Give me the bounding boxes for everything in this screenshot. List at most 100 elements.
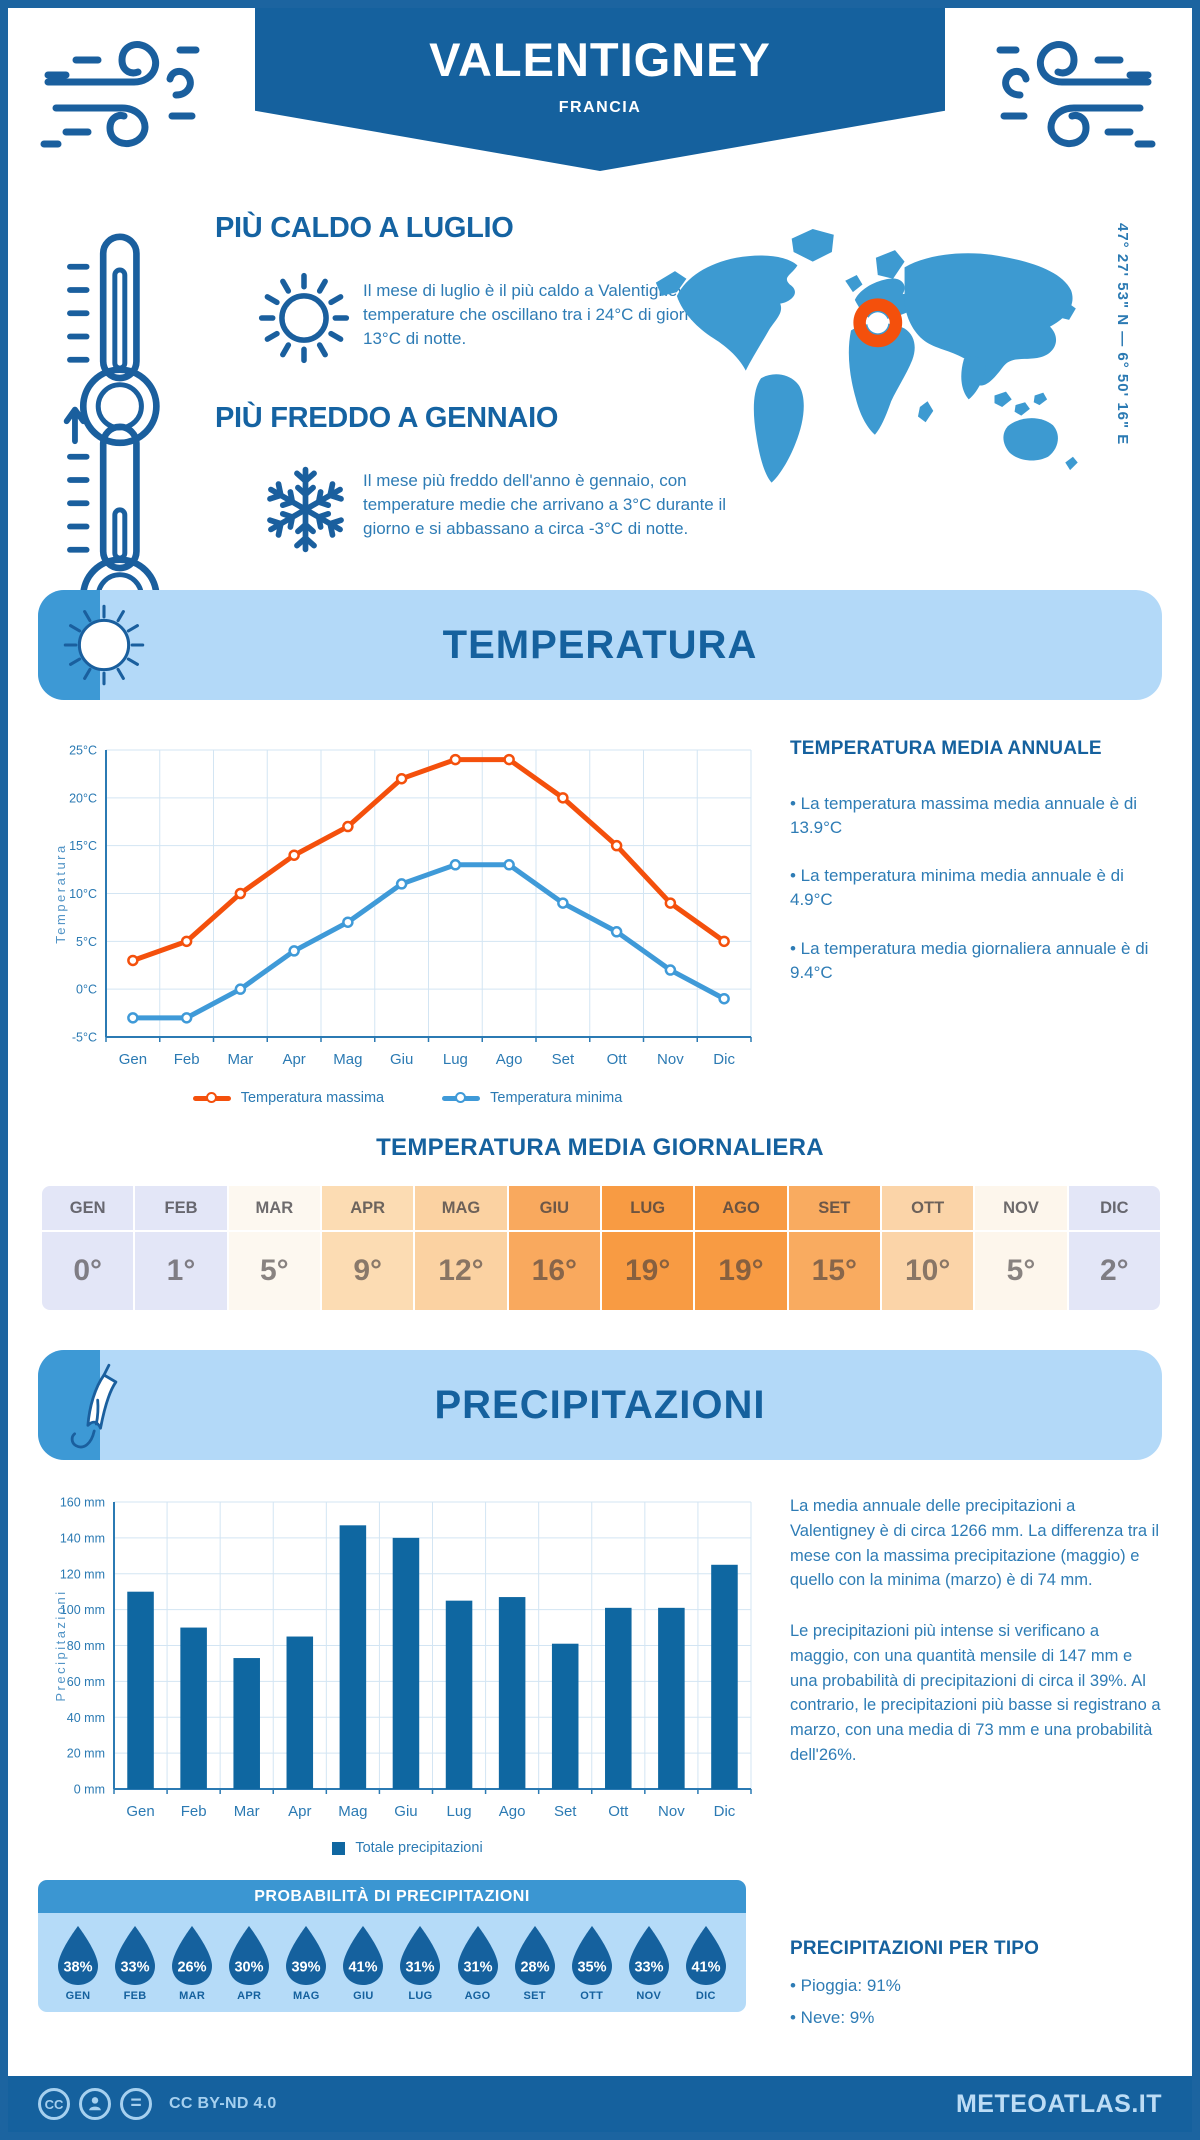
- table-value-cell: 5°: [228, 1232, 320, 1310]
- svg-text:33%: 33%: [634, 1960, 663, 1976]
- probability-droplet: 38% GEN: [52, 1925, 104, 2002]
- svg-text:Mar: Mar: [234, 1803, 260, 1820]
- page-title: VALENTIGNEY: [429, 33, 771, 86]
- precipitation-summary-2: Le precipitazioni più intense si verific…: [790, 1622, 1161, 1764]
- droplet-icon: 38%: [58, 1926, 98, 1985]
- precipitation-chart: 0 mm 20 mm 40 mm 60 mm 80 mm 100 mm 120 mm 140 …: [50, 1490, 765, 1835]
- probability-droplet: 33% FEB: [109, 1925, 161, 2002]
- svg-text:Mag: Mag: [333, 1051, 362, 1068]
- svg-text:Lug: Lug: [447, 1803, 472, 1820]
- svg-text:Nov: Nov: [657, 1051, 684, 1068]
- droplet-month-label: OTT: [580, 1990, 604, 2002]
- license-label: CC BY-ND 4.0: [169, 2095, 277, 2112]
- snow-bullet: • Neve: 9%: [790, 2008, 875, 2028]
- droplet-month-label: MAG: [293, 1990, 320, 2002]
- footer: CC = CC BY-ND 4.0 METEOATLAS.IT: [8, 2076, 1192, 2132]
- svg-text:20°C: 20°C: [69, 791, 97, 805]
- svg-text:39%: 39%: [292, 1960, 321, 1976]
- svg-text:5°C: 5°C: [76, 935, 97, 949]
- min-line-swatch: [442, 1092, 481, 1103]
- droplet-month-label: SET: [523, 1990, 546, 2002]
- table-value-cell: 9°: [322, 1232, 414, 1310]
- svg-text:15°C: 15°C: [69, 839, 97, 853]
- droplet-month-label: FEB: [123, 1990, 147, 2002]
- table-month-cell: GIU: [508, 1186, 600, 1230]
- license-group: CC = CC BY-ND 4.0: [38, 2088, 277, 2120]
- droplet-month-label: AGO: [464, 1990, 491, 2002]
- table-value-cell: 12°: [415, 1232, 507, 1310]
- svg-text:Apr: Apr: [282, 1051, 305, 1068]
- table-value-cell: 15°: [788, 1232, 880, 1310]
- droplet-icon: 33%: [115, 1926, 156, 1985]
- svg-text:33%: 33%: [121, 1960, 150, 1976]
- max-legend-label: Temperatura massima: [240, 1090, 385, 1106]
- droplet-icon: 39%: [286, 1926, 327, 1985]
- annual-temperature-heading: TEMPERATURA MEDIA ANNUALE: [790, 738, 1102, 759]
- svg-text:160 mm: 160 mm: [60, 1496, 105, 1510]
- umbrella-icon: [60, 1361, 148, 1464]
- table-month-cell: SET: [788, 1186, 880, 1230]
- svg-text:Feb: Feb: [174, 1051, 200, 1068]
- svg-text:26%: 26%: [178, 1960, 207, 1976]
- svg-text:Set: Set: [552, 1051, 575, 1068]
- rain-bullet: • Pioggia: 91%: [790, 1976, 901, 1995]
- snowflake-icon: [258, 462, 353, 562]
- world-map: [648, 208, 1098, 500]
- map-landmass: [655, 229, 1078, 483]
- city-banner: VALENTIGNEY FRANCIA: [255, 8, 945, 171]
- table-value-cell: 0°: [42, 1232, 134, 1310]
- table-month-cell: MAG: [415, 1186, 507, 1230]
- thermometer-high-icon: [60, 214, 168, 469]
- svg-text:10°C: 10°C: [69, 887, 97, 901]
- svg-text:35%: 35%: [577, 1960, 606, 1976]
- droplet-icon: 35%: [571, 1926, 612, 1985]
- svg-text:60 mm: 60 mm: [67, 1675, 105, 1689]
- precip-legend-item: Totale precipitazioni: [332, 1840, 483, 1856]
- precip-legend-label: Totale precipitazioni: [355, 1840, 483, 1856]
- svg-text:0°C: 0°C: [76, 983, 97, 997]
- svg-text:Apr: Apr: [288, 1803, 311, 1820]
- min-legend-label: Temperatura minima: [490, 1090, 623, 1106]
- svg-text:28%: 28%: [520, 1960, 549, 1976]
- svg-text:Ott: Ott: [607, 1051, 628, 1068]
- temperature-chart-legend: Temperatura massima Temperatura minima: [50, 1090, 765, 1106]
- droplet-icon: 30%: [229, 1926, 270, 1985]
- droplet-month-label: DIC: [695, 1990, 716, 2002]
- table-value-cell: 10°: [882, 1232, 974, 1310]
- map-marker: [853, 298, 903, 348]
- svg-text:Feb: Feb: [181, 1803, 207, 1820]
- wind-decoration-icon: [36, 20, 206, 160]
- precipitation-chart-legend: Totale precipitazioni: [50, 1840, 765, 1856]
- temp-legend-item-min: Temperatura minima: [442, 1090, 622, 1106]
- probability-droplet: 26% MAR: [166, 1925, 218, 2002]
- droplet-month-label: MAR: [179, 1990, 206, 2002]
- droplet-month-label: NOV: [636, 1990, 662, 2002]
- hottest-month-text: Il mese di luglio è il più caldo a Valen…: [363, 281, 727, 349]
- svg-text:Ago: Ago: [496, 1051, 523, 1068]
- svg-text:Gen: Gen: [126, 1803, 154, 1820]
- temperature-banner: TEMPERATURA: [38, 590, 1162, 700]
- precipitation-summary-1: La media annuale delle precipitazioni a …: [790, 1497, 1160, 1590]
- probability-droplet: 30% APR: [223, 1925, 275, 2002]
- table-month-cell: MAR: [228, 1186, 320, 1230]
- temperature-section-title: TEMPERATURA: [442, 623, 758, 667]
- temp-legend-item-max: Temperatura massima: [192, 1090, 385, 1106]
- svg-text:31%: 31%: [406, 1960, 435, 1976]
- daily-mean-heading: TEMPERATURA MEDIA GIORNALIERA: [376, 1134, 824, 1161]
- table-month-cell: GEN: [42, 1186, 134, 1230]
- droplet-icon: 31%: [457, 1926, 498, 1985]
- annual-mean-bullet: • La temperatura media giornaliera annua…: [790, 938, 1149, 982]
- cc-icon: CC: [38, 2088, 70, 2120]
- svg-text:Mag: Mag: [338, 1803, 367, 1820]
- sun-badge-icon: [60, 601, 148, 694]
- svg-text:120 mm: 120 mm: [60, 1567, 105, 1581]
- temp-table: GEN FEB MAR APR MAG GIU LUG AGO SET OTT NOV DIC 0° 1°…: [42, 1186, 1160, 1310]
- svg-text:-5°C: -5°C: [72, 1031, 97, 1045]
- probability-droplet: 41% GIU: [337, 1925, 389, 2002]
- precip-legend-swatch: [332, 1841, 346, 1855]
- precipitation-probability-block: PROBABILITÀ DI PRECIPITAZIONI 38% GEN 33% F…: [38, 1880, 746, 2012]
- table-month-cell: AGO: [695, 1186, 787, 1230]
- svg-text:80 mm: 80 mm: [67, 1639, 105, 1653]
- svg-text:38%: 38%: [63, 1960, 92, 1976]
